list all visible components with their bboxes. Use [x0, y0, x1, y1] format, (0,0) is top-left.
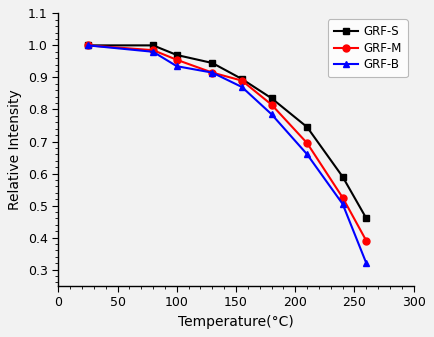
Y-axis label: Relative Intensity: Relative Intensity — [8, 89, 22, 210]
GRF-B — [174, 64, 179, 68]
GRF-S — [364, 216, 369, 220]
GRF-B — [85, 43, 91, 48]
GRF-M — [151, 48, 156, 52]
GRF-M — [364, 239, 369, 243]
GRF-B — [239, 85, 244, 89]
GRF-M — [269, 103, 274, 107]
GRF-M — [239, 79, 244, 83]
GRF-S — [305, 125, 310, 129]
GRF-S — [151, 43, 156, 48]
GRF-B — [340, 202, 345, 206]
GRF-S — [340, 175, 345, 179]
GRF-M — [174, 58, 179, 62]
Line: GRF-B: GRF-B — [85, 42, 370, 267]
Line: GRF-S: GRF-S — [85, 42, 370, 222]
GRF-B — [364, 261, 369, 265]
GRF-B — [269, 112, 274, 116]
GRF-S — [85, 43, 91, 48]
GRF-S — [269, 96, 274, 100]
GRF-S — [210, 61, 215, 65]
GRF-M — [340, 195, 345, 200]
GRF-M — [305, 141, 310, 145]
GRF-S — [239, 77, 244, 81]
GRF-B — [151, 50, 156, 54]
GRF-B — [210, 70, 215, 74]
Legend: GRF-S, GRF-M, GRF-B: GRF-S, GRF-M, GRF-B — [328, 19, 408, 77]
GRF-M — [85, 43, 91, 48]
GRF-S — [174, 53, 179, 57]
Line: GRF-M: GRF-M — [85, 42, 370, 244]
X-axis label: Temperature(°C): Temperature(°C) — [178, 315, 294, 329]
GRF-B — [305, 152, 310, 156]
GRF-M — [210, 70, 215, 74]
